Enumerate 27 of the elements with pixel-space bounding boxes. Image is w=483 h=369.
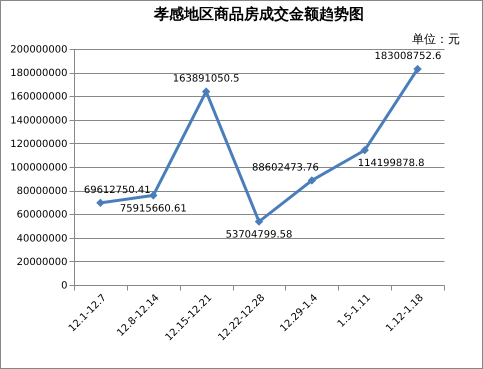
- chart-title: 孝感地区商品房成交金额趋势图: [153, 5, 364, 23]
- data-label: 75915660.61: [120, 203, 187, 214]
- y-tick-label: 0: [61, 280, 68, 292]
- data-label: 114199878.8: [358, 158, 425, 170]
- point: [360, 146, 369, 154]
- point: [149, 191, 158, 200]
- text: 单位：元: [412, 31, 460, 48]
- y-tick-label: 120000000: [10, 138, 68, 150]
- data-label: 53704799.58: [226, 230, 292, 241]
- data-label: 183008752.6: [374, 51, 442, 62]
- data-label: 163891050.5: [172, 74, 240, 85]
- point: [308, 176, 316, 185]
- y-tick-label: 60000000: [16, 210, 68, 221]
- point: [96, 198, 105, 208]
- data-label: 88602473.76: [252, 162, 319, 174]
- y-tick-label: 160000000: [10, 92, 68, 103]
- data-label: 69612750.41: [84, 184, 151, 196]
- y-tick-label: 140000000: [10, 115, 68, 126]
- point: [413, 64, 422, 74]
- y-tick-label: 20000000: [16, 256, 68, 268]
- y-tick-label: 100000000: [10, 162, 68, 174]
- y-tick-label: 180000000: [10, 68, 68, 80]
- y-tick-label: 40000000: [16, 233, 68, 244]
- point: [202, 87, 210, 96]
- y-tick-label: 80000000: [16, 186, 68, 198]
- point: [254, 217, 264, 226]
- y-tick-label: 200000000: [10, 44, 68, 56]
